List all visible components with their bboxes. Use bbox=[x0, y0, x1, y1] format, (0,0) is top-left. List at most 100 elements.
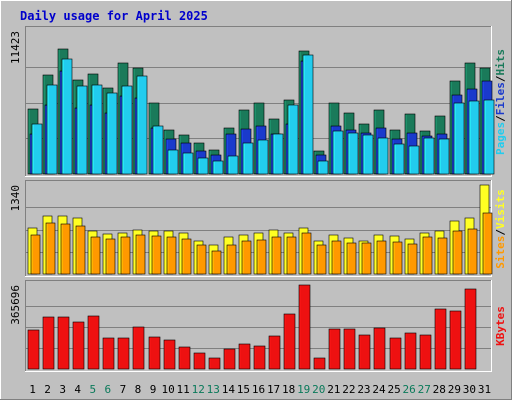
x-tick-label-day-13: 13 bbox=[207, 383, 220, 396]
x-tick-label-day-2: 2 bbox=[44, 383, 51, 396]
x-tick-label-day-1: 1 bbox=[29, 383, 36, 396]
bar-sites-day-6 bbox=[105, 238, 116, 275]
bar-pages-day-9 bbox=[152, 125, 164, 175]
bar-pages-day-2 bbox=[46, 84, 58, 175]
x-tick-label-day-21: 21 bbox=[327, 383, 340, 396]
bar-sites-day-21 bbox=[331, 240, 342, 275]
legend-separator: / bbox=[494, 75, 507, 82]
bar-sites-day-11 bbox=[181, 238, 192, 275]
x-tick-label-day-11: 11 bbox=[177, 383, 190, 396]
x-tick-label-day-28: 28 bbox=[433, 383, 446, 396]
bar-sites-day-8 bbox=[135, 234, 146, 275]
bar-sites-day-25 bbox=[392, 241, 403, 275]
bar-pages-day-28 bbox=[438, 138, 450, 175]
bar-pages-day-5 bbox=[91, 84, 103, 175]
bar-pages-day-18 bbox=[287, 104, 299, 175]
bar-pages-day-27 bbox=[423, 137, 435, 175]
x-tick-label-day-10: 10 bbox=[161, 383, 174, 396]
legend-label-visits-sites: Sites/Visits bbox=[494, 189, 507, 269]
bar-pages-day-30 bbox=[468, 100, 480, 175]
x-tick-label-day-15: 15 bbox=[237, 383, 250, 396]
x-tick-label-day-25: 25 bbox=[387, 383, 400, 396]
bar-kbytes-day-6 bbox=[102, 337, 115, 370]
bar-kbytes-day-19 bbox=[298, 284, 311, 370]
x-tick-label-day-6: 6 bbox=[105, 383, 112, 396]
panel-kbytes: 365696 KBytes bbox=[9, 280, 507, 372]
bar-pages-day-4 bbox=[76, 85, 88, 175]
x-tick-label-day-16: 16 bbox=[252, 383, 265, 396]
bar-pages-day-14 bbox=[227, 155, 239, 175]
panel-visits-sites: 1340 Sites/Visits bbox=[9, 180, 507, 277]
x-tick-label-day-31: 31 bbox=[478, 383, 491, 396]
bar-pages-day-12 bbox=[197, 157, 209, 175]
bar-kbytes-day-12 bbox=[193, 352, 206, 370]
bar-pages-day-24 bbox=[377, 137, 389, 175]
bar-sites-day-16 bbox=[256, 239, 267, 275]
bar-kbytes-day-22 bbox=[343, 328, 356, 370]
bar-pages-day-6 bbox=[106, 92, 118, 175]
x-tick-label-day-4: 4 bbox=[74, 383, 81, 396]
x-tick-label-day-8: 8 bbox=[135, 383, 142, 396]
bar-sites-day-29 bbox=[452, 230, 463, 275]
x-tick-label-day-30: 30 bbox=[463, 383, 476, 396]
bar-kbytes-day-23 bbox=[358, 334, 371, 370]
bar-sites-day-9 bbox=[151, 235, 162, 275]
x-tick-label-day-23: 23 bbox=[357, 383, 370, 396]
bar-pages-day-17 bbox=[272, 133, 284, 175]
chart-title: Daily usage for April 2025 bbox=[20, 9, 208, 23]
bar-kbytes-day-26 bbox=[404, 332, 417, 370]
x-tick-label-day-12: 12 bbox=[192, 383, 205, 396]
chart-panels: 11423Pages/Files/Hits1340Sites/Visits365… bbox=[9, 26, 507, 372]
legend-item-visits: Visits bbox=[494, 189, 507, 229]
bar-sites-day-20 bbox=[316, 244, 327, 275]
bar-pages-day-22 bbox=[347, 132, 359, 175]
bar-kbytes-day-11 bbox=[178, 346, 191, 370]
bar-pages-day-13 bbox=[212, 160, 224, 175]
x-tick-label-day-17: 17 bbox=[267, 383, 280, 396]
legend-item-sites: Sites bbox=[494, 236, 507, 269]
x-tick-label-day-24: 24 bbox=[372, 383, 386, 396]
bar-pages-day-10 bbox=[167, 149, 179, 175]
bar-sites-day-13 bbox=[211, 250, 222, 275]
bar-pages-day-3 bbox=[61, 58, 73, 175]
bar-kbytes-day-16 bbox=[253, 345, 266, 370]
bar-kbytes-day-14 bbox=[223, 348, 236, 370]
bar-sites-day-10 bbox=[166, 236, 177, 275]
bar-pages-day-15 bbox=[242, 142, 254, 175]
bar-sites-day-4 bbox=[75, 225, 86, 275]
bar-kbytes-day-13 bbox=[208, 357, 221, 370]
bar-sites-day-31 bbox=[482, 212, 493, 275]
bar-kbytes-day-9 bbox=[148, 336, 161, 370]
bar-kbytes-day-27 bbox=[419, 334, 432, 370]
bar-sites-day-15 bbox=[241, 240, 252, 275]
bar-pages-day-21 bbox=[332, 130, 344, 175]
bar-sites-day-30 bbox=[467, 228, 478, 275]
y-max-label: 11423 bbox=[9, 31, 22, 64]
bar-kbytes-day-28 bbox=[434, 308, 447, 370]
bar-pages-day-8 bbox=[136, 75, 148, 175]
x-tick-label-day-3: 3 bbox=[59, 383, 66, 396]
bar-kbytes-day-5 bbox=[87, 315, 100, 370]
legend-separator: / bbox=[494, 229, 507, 236]
bar-pages-day-1 bbox=[31, 123, 43, 175]
legend-item-kbytes: KBytes bbox=[494, 306, 507, 346]
bar-pages-day-16 bbox=[257, 139, 269, 175]
x-tick-label-day-18: 18 bbox=[282, 383, 295, 396]
bar-kbytes-day-10 bbox=[163, 339, 176, 370]
bar-sites-day-5 bbox=[90, 236, 101, 275]
x-tick-label-day-27: 27 bbox=[418, 383, 431, 396]
x-tick-label-day-22: 22 bbox=[342, 383, 355, 396]
bar-sites-day-27 bbox=[422, 236, 433, 275]
x-tick-label-day-5: 5 bbox=[89, 383, 96, 396]
legend-label-kbytes: KBytes bbox=[494, 306, 507, 346]
bar-pages-day-23 bbox=[362, 134, 374, 175]
bar-sites-day-2 bbox=[45, 222, 56, 275]
bar-kbytes-day-29 bbox=[449, 310, 462, 370]
y-max-label: 365696 bbox=[9, 285, 22, 325]
legend-item-pages: Pages bbox=[494, 122, 507, 155]
bar-pages-day-11 bbox=[182, 152, 194, 175]
bar-kbytes-day-25 bbox=[389, 337, 402, 370]
legend-item-hits: Hits bbox=[494, 49, 507, 76]
